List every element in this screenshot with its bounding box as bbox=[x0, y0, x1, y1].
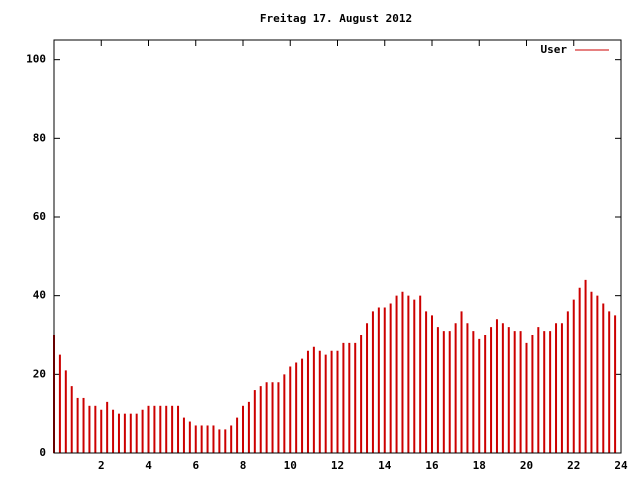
x-tick-label: 20 bbox=[520, 459, 533, 472]
y-tick-label: 0 bbox=[39, 446, 46, 459]
y-tick-label: 20 bbox=[33, 367, 46, 380]
x-tick-label: 22 bbox=[567, 459, 580, 472]
plot-frame bbox=[53, 39, 622, 454]
x-tick-label: 4 bbox=[145, 459, 152, 472]
x-tick-label: 16 bbox=[425, 459, 439, 472]
y-tick-label: 40 bbox=[33, 289, 46, 302]
y-tick-label: 80 bbox=[33, 131, 46, 144]
x-tick-label: 14 bbox=[378, 459, 392, 472]
chart-title: Freitag 17. August 2012 bbox=[260, 12, 412, 25]
x-tick-label: 8 bbox=[240, 459, 247, 472]
y-tick-label: 100 bbox=[26, 53, 46, 66]
x-tick-label: 2 bbox=[98, 459, 105, 472]
y-tick-label: 60 bbox=[33, 210, 46, 223]
x-tick-label: 12 bbox=[331, 459, 344, 472]
legend-label: User bbox=[541, 43, 568, 56]
x-tick-label: 18 bbox=[473, 459, 486, 472]
x-tick-label: 24 bbox=[614, 459, 628, 472]
x-tick-label: 10 bbox=[284, 459, 297, 472]
x-tick-label: 6 bbox=[192, 459, 199, 472]
